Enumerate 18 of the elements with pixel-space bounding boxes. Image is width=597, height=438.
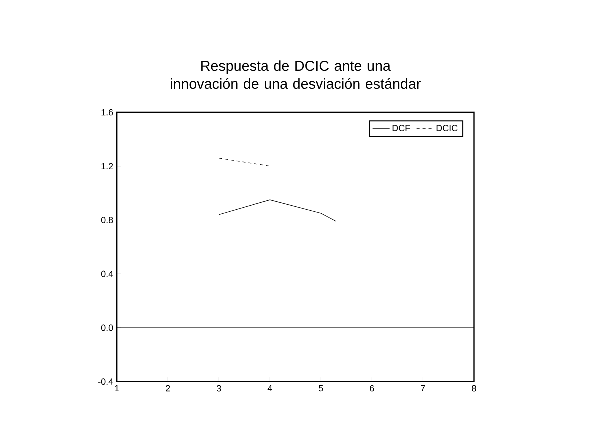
y-tick-label: 0.4: [101, 270, 114, 278]
x-tick-label: 8: [472, 385, 476, 392]
y-tick-label: 1.2: [102, 163, 114, 170]
legend-label: DCIC: [436, 125, 458, 132]
x-tick-label: 1: [115, 385, 120, 392]
chart-title: Respuesta de DCIC ante una innovación de una desviación estándar: [171, 60, 421, 90]
y-tick-label: 1.6: [102, 109, 114, 116]
x-tick-label: 5: [319, 385, 324, 392]
y-tick-label: -0.4: [98, 378, 114, 386]
legend-label: DCF: [392, 125, 410, 132]
x-tick-label: 7: [421, 385, 426, 392]
x-tick-label: 4: [268, 385, 272, 392]
line-series: [218, 200, 337, 222]
x-tick-label: 6: [370, 385, 374, 392]
x-tick-label: 3: [216, 385, 222, 392]
y-tick-label: 0.0: [101, 324, 114, 332]
x-tick-label: 2: [166, 385, 170, 392]
y-tick-label: 0.8: [101, 217, 114, 224]
